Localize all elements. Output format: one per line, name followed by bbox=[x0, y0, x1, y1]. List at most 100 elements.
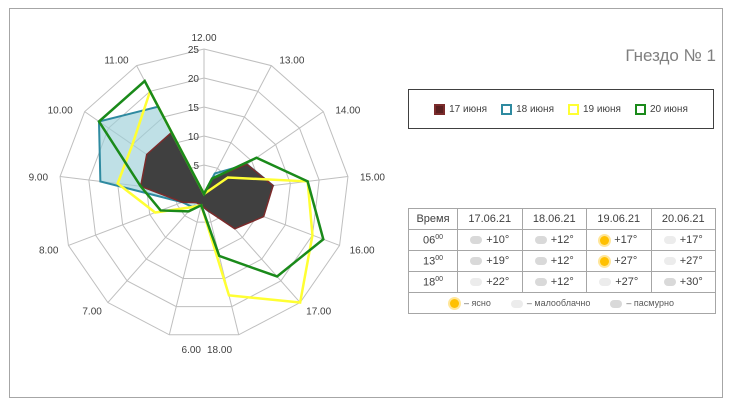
weather-cell: +12° bbox=[521, 271, 587, 293]
weather-cell: +27° bbox=[586, 271, 652, 293]
weather-legend-item: – ясно bbox=[450, 297, 491, 309]
temperature: +27° bbox=[614, 255, 638, 267]
weather-legend: – ясно – малооблачно – пасмурно bbox=[408, 292, 716, 314]
cloud-icon bbox=[470, 236, 483, 245]
cloud-icon bbox=[663, 278, 676, 287]
legend-label-19: 19 июня bbox=[583, 103, 621, 115]
partly-cloudy-icon bbox=[510, 299, 523, 308]
temperature: +22° bbox=[486, 276, 510, 288]
category-label: 15.00 bbox=[360, 173, 385, 184]
cloud-icon bbox=[534, 236, 547, 245]
partly-cloudy-icon bbox=[599, 278, 612, 287]
weather-cell: +12° bbox=[521, 229, 587, 251]
weather-legend-item: – малооблачно bbox=[510, 297, 591, 308]
category-label: 9.00 bbox=[29, 173, 49, 184]
legend-item-20: 20 июня bbox=[634, 103, 688, 115]
weather-cell: +22° bbox=[457, 271, 523, 293]
weather-header-row: Время 17.06.21 18.06.21 19.06.21 20.06.2… bbox=[408, 208, 716, 230]
chart-frame bbox=[9, 8, 723, 398]
weather-cell: +19° bbox=[457, 250, 523, 272]
sun-icon bbox=[450, 299, 460, 309]
category-label: 14.00 bbox=[335, 106, 360, 117]
r-tick-label: 5 bbox=[193, 161, 199, 172]
temperature: +17° bbox=[614, 234, 638, 246]
time-minutes: 00 bbox=[435, 233, 444, 241]
time-cell: 1800 bbox=[408, 271, 458, 293]
temperature: +12° bbox=[550, 255, 574, 267]
weather-row: 1800 +22° +12° +27° +30° bbox=[408, 271, 716, 293]
weather-legend-item: – пасмурно bbox=[610, 298, 674, 308]
time-minutes: 00 bbox=[435, 275, 444, 283]
category-label: 7.00 bbox=[82, 307, 102, 318]
grid-spoke bbox=[168, 193, 205, 335]
r-tick-label: 20 bbox=[188, 74, 200, 85]
sun-icon bbox=[600, 256, 610, 266]
category-label: 17.00 bbox=[306, 307, 331, 318]
partly-cloudy-icon bbox=[663, 257, 676, 266]
weather-legend-label: – малооблачно bbox=[526, 297, 591, 308]
r-tick-label: 25 bbox=[188, 45, 200, 56]
category-label: 18.00 bbox=[207, 345, 232, 356]
legend-label-20: 20 июня bbox=[649, 103, 688, 115]
weather-cell: +10° bbox=[457, 229, 523, 251]
weather-cell: +30° bbox=[650, 271, 716, 293]
legend: 17 июня 18 июня 19 июня 20 июня bbox=[408, 89, 714, 129]
legend-item-19: 19 июня bbox=[568, 103, 621, 115]
cloud-icon bbox=[534, 257, 547, 266]
temperature: +10° bbox=[486, 234, 510, 246]
time-minutes: 00 bbox=[435, 254, 444, 262]
header-date: 20.06.21 bbox=[650, 208, 716, 230]
chart-title: Гнездо № 1 bbox=[625, 46, 716, 65]
time-cell: 1300 bbox=[408, 250, 458, 272]
header-date: 17.06.21 bbox=[457, 208, 523, 230]
weather-row: 0600 +10° +12° +17° +17° bbox=[408, 229, 716, 251]
category-label: 11.00 bbox=[104, 56, 129, 67]
legend-label-17: 17 июня bbox=[449, 103, 488, 115]
weather-cell: +17° bbox=[650, 229, 716, 251]
grid-ring bbox=[59, 48, 349, 336]
weather-legend-row: – ясно – малооблачно – пасмурно bbox=[408, 292, 716, 314]
weather-cell: +27° bbox=[650, 250, 716, 272]
temperature: +12° bbox=[550, 234, 574, 246]
temperature: +27° bbox=[615, 276, 639, 288]
legend-swatch-20 bbox=[634, 103, 646, 115]
category-label: 8.00 bbox=[39, 245, 59, 256]
partly-cloudy-icon bbox=[663, 236, 676, 245]
legend-swatch-17 bbox=[434, 103, 446, 115]
temperature: +27° bbox=[679, 255, 703, 267]
category-label: 16.00 bbox=[350, 245, 375, 256]
legend-item-17: 17 июня bbox=[434, 103, 488, 115]
weather-cell: +27° bbox=[586, 250, 652, 272]
legend-swatch-19 bbox=[568, 103, 579, 115]
partly-cloudy-icon bbox=[470, 278, 483, 287]
weather-legend-label: – ясно bbox=[464, 297, 491, 308]
grid-spoke bbox=[203, 193, 240, 335]
legend-label-18: 18 июня bbox=[516, 103, 554, 115]
cloud-icon bbox=[470, 257, 483, 266]
weather-legend-label: – пасмурно bbox=[626, 297, 674, 308]
weather-cell: +17° bbox=[586, 229, 652, 251]
header-date: 19.06.21 bbox=[586, 208, 652, 230]
legend-swatch-18 bbox=[501, 103, 513, 115]
series-20-polygon bbox=[97, 79, 325, 278]
legend-item-18: 18 июня bbox=[501, 103, 554, 115]
header-time: Время bbox=[408, 208, 458, 230]
sun-icon bbox=[600, 235, 610, 245]
r-tick-label: 10 bbox=[188, 132, 200, 143]
category-label: 10.00 bbox=[48, 106, 73, 117]
time-cell: 0600 bbox=[408, 229, 458, 251]
weather-cell: +12° bbox=[521, 250, 587, 272]
category-label: 6.00 bbox=[182, 345, 202, 356]
weather-row: 1300 +19° +12° +27° +27° bbox=[408, 250, 716, 272]
temperature: +12° bbox=[550, 276, 574, 288]
category-label: 12.00 bbox=[191, 33, 216, 44]
cloud-icon bbox=[534, 278, 547, 287]
weather-table: Время 17.06.21 18.06.21 19.06.21 20.06.2… bbox=[408, 208, 716, 314]
r-tick-label: 15 bbox=[188, 103, 200, 114]
header-date: 18.06.21 bbox=[521, 208, 587, 230]
temperature: +17° bbox=[679, 234, 703, 246]
cloud-icon bbox=[610, 299, 623, 308]
series-17-polygon bbox=[139, 131, 274, 230]
temperature: +19° bbox=[486, 255, 510, 267]
